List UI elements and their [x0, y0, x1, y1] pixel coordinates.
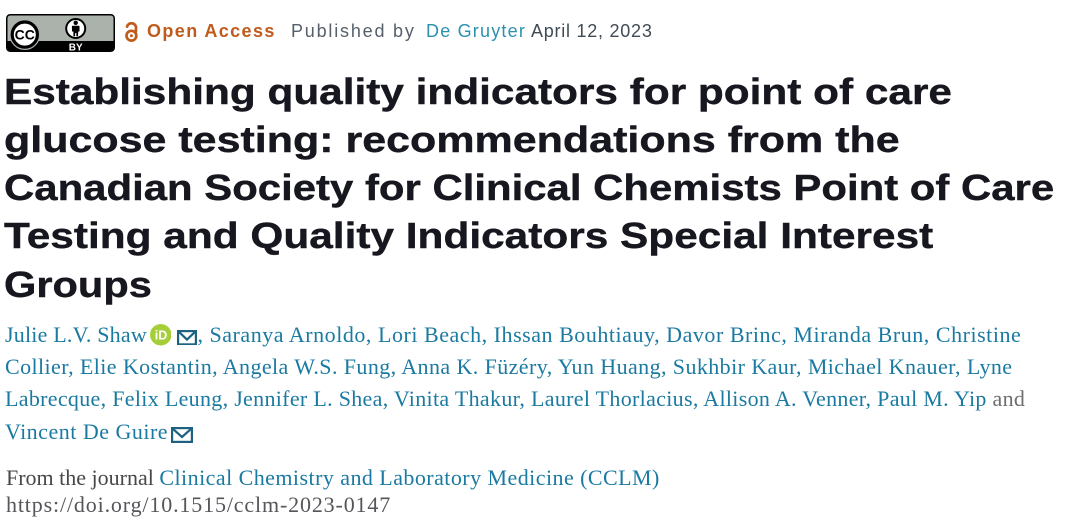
svg-text:CC: CC	[14, 26, 34, 42]
svg-text:iD: iD	[155, 329, 168, 343]
svg-text:BY: BY	[68, 42, 82, 52]
